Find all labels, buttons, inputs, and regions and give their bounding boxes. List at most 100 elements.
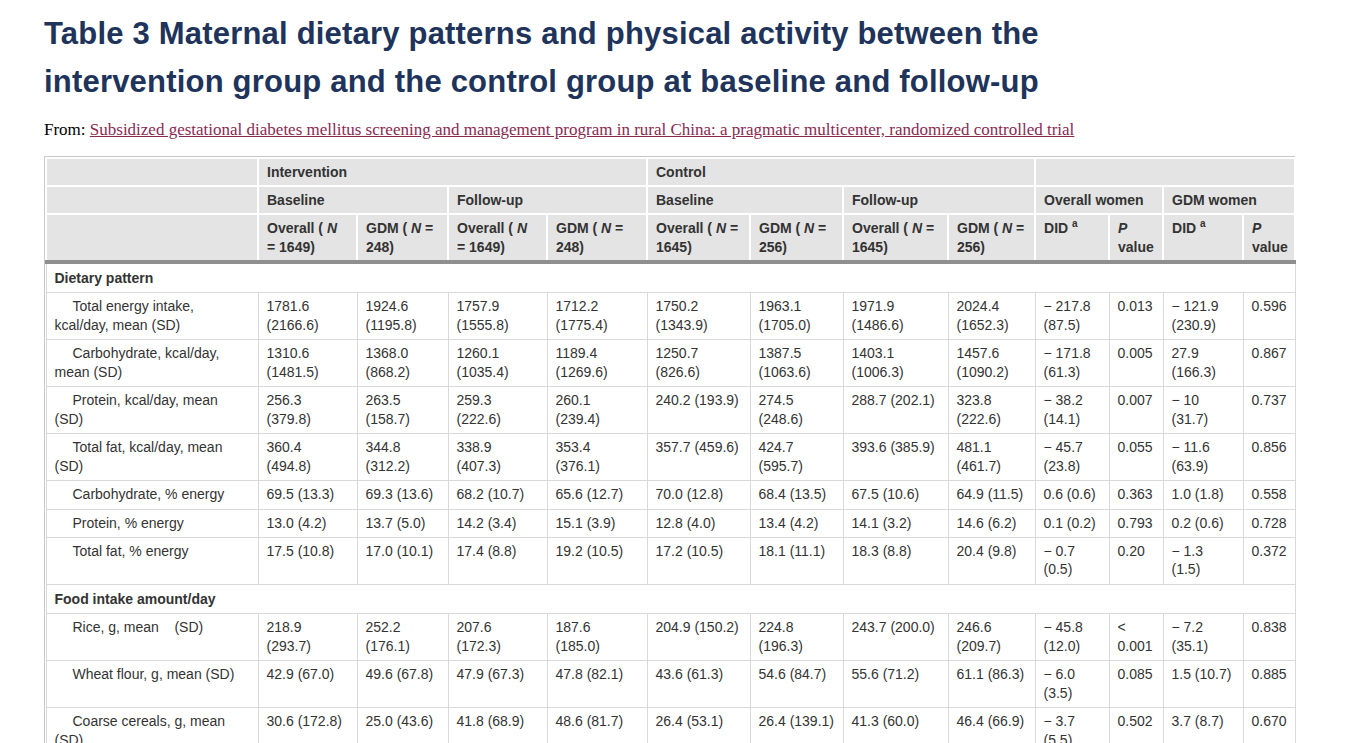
value-cell: 1.5 (10.7) — [1163, 661, 1243, 708]
value-cell: 0.013 — [1109, 293, 1163, 340]
value-cell: 54.6 (84.7) — [750, 661, 843, 708]
table-row: Carbohydrate, kcal/day, mean (SD)1310.6 … — [46, 340, 1295, 387]
value-cell: 13.7 (5.0) — [357, 509, 448, 537]
table-row: Total energy intake, kcal/day, mean (SD)… — [46, 293, 1295, 340]
value-cell: 47.8 (82.1) — [547, 661, 647, 708]
value-cell: 323.8 (222.6) — [948, 387, 1035, 434]
table-row: Protein, % energy13.0 (4.2)13.7 (5.0)14.… — [46, 509, 1295, 537]
value-cell: 1310.6 (1481.5) — [258, 340, 357, 387]
table-row: Carbohydrate, % energy69.5 (13.3)69.3 (1… — [46, 481, 1295, 509]
value-cell: 68.4 (13.5) — [750, 481, 843, 509]
value-cell: 41.8 (68.9) — [448, 708, 547, 743]
value-cell: 187.6 (185.0) — [547, 614, 647, 661]
subgroup-header-overall-women: Overall women — [1035, 186, 1163, 214]
row-label: Carbohydrate, % energy — [46, 481, 258, 509]
value-cell: 47.9 (67.3) — [448, 661, 547, 708]
value-cell: 18.3 (8.8) — [843, 538, 948, 585]
value-cell: 424.7 (595.7) — [750, 434, 843, 481]
value-cell: 14.1 (3.2) — [843, 509, 948, 537]
value-cell: 26.4 (53.1) — [647, 708, 750, 743]
value-cell: 15.1 (3.9) — [547, 509, 647, 537]
row-label: Carbohydrate, kcal/day, mean (SD) — [46, 340, 258, 387]
value-cell: − 121.9 (230.9) — [1163, 293, 1243, 340]
table-row: Rice, g, mean (SD)218.9 (293.7)252.2 (17… — [46, 614, 1295, 661]
table-row: Coarse cereals, g, mean (SD)30.6 (172.8)… — [46, 708, 1295, 743]
row-label: Rice, g, mean (SD) — [46, 614, 258, 661]
value-cell: 204.9 (150.2) — [647, 614, 750, 661]
subgroup-header-baseline: Baseline — [258, 186, 448, 214]
value-cell: 243.7 (200.0) — [843, 614, 948, 661]
value-cell: − 7.2 (35.1) — [1163, 614, 1243, 661]
value-cell: 20.4 (9.8) — [948, 538, 1035, 585]
value-cell: 18.1 (11.1) — [750, 538, 843, 585]
value-cell: 49.6 (67.8) — [357, 661, 448, 708]
subgroup-header-followup: Follow-up — [843, 186, 1035, 214]
value-cell: 207.6 (172.3) — [448, 614, 547, 661]
value-cell: 46.4 (66.9) — [948, 708, 1035, 743]
value-cell: 0.055 — [1109, 434, 1163, 481]
value-cell: 68.2 (10.7) — [448, 481, 547, 509]
value-cell: − 45.7 (23.8) — [1035, 434, 1109, 481]
row-label: Wheat flour, g, mean (SD) — [46, 661, 258, 708]
value-cell: 1750.2 (1343.9) — [647, 293, 750, 340]
value-cell: − 171.8 (61.3) — [1035, 340, 1109, 387]
value-cell: 0.558 — [1243, 481, 1295, 509]
value-cell: 30.6 (172.8) — [258, 708, 357, 743]
subgroup-header-followup: Follow-up — [448, 186, 647, 214]
table-body: Dietary patternTotal energy intake, kcal… — [46, 262, 1295, 743]
header-group-row: Intervention Control — [46, 158, 1295, 186]
value-cell: 67.5 (10.6) — [843, 481, 948, 509]
value-cell: 17.4 (8.8) — [448, 538, 547, 585]
table-row: Dietary pattern — [46, 262, 1295, 293]
table-row: Food intake amount/day — [46, 584, 1295, 613]
value-cell: 353.4 (376.1) — [547, 434, 647, 481]
group-header-control: Control — [647, 158, 1035, 186]
row-label: Total fat, % energy — [46, 538, 258, 585]
value-cell: 357.7 (459.6) — [647, 434, 750, 481]
value-cell: 0.728 — [1243, 509, 1295, 537]
header-empty-cell — [46, 158, 258, 186]
source-article-link[interactable]: Subsidized gestational diabetes mellitus… — [90, 120, 1075, 139]
value-cell: − 0.7 (0.5) — [1035, 538, 1109, 585]
value-cell: 0.737 — [1243, 387, 1295, 434]
value-cell: 0.885 — [1243, 661, 1295, 708]
value-cell: − 38.2 (14.1) — [1035, 387, 1109, 434]
value-cell: 0.005 — [1109, 340, 1163, 387]
value-cell: 0.2 (0.6) — [1163, 509, 1243, 537]
value-cell: 64.9 (11.5) — [948, 481, 1035, 509]
column-header: GDM ( N = 256) — [750, 214, 843, 261]
value-cell: 17.0 (10.1) — [357, 538, 448, 585]
value-cell: 224.8 (196.3) — [750, 614, 843, 661]
value-cell: 12.8 (4.0) — [647, 509, 750, 537]
value-cell: 288.7 (202.1) — [843, 387, 948, 434]
value-cell: 0.793 — [1109, 509, 1163, 537]
value-cell: 260.1 (239.4) — [547, 387, 647, 434]
value-cell: 1387.5 (1063.6) — [750, 340, 843, 387]
value-cell: 25.0 (43.6) — [357, 708, 448, 743]
column-header: P value — [1109, 214, 1163, 261]
value-cell: 481.1 (461.7) — [948, 434, 1035, 481]
article-table-page: Table 3 Maternal dietary patterns and ph… — [0, 0, 1358, 743]
value-cell: 274.5 (248.6) — [750, 387, 843, 434]
value-cell: 0.372 — [1243, 538, 1295, 585]
value-cell: 3.7 (8.7) — [1163, 708, 1243, 743]
value-cell: 19.2 (10.5) — [547, 538, 647, 585]
value-cell: 2024.4 (1652.3) — [948, 293, 1035, 340]
value-cell: 13.0 (4.2) — [258, 509, 357, 537]
value-cell: 48.6 (81.7) — [547, 708, 647, 743]
value-cell: 1457.6 (1090.2) — [948, 340, 1035, 387]
value-cell: 1260.1 (1035.4) — [448, 340, 547, 387]
value-cell: − 217.8 (87.5) — [1035, 293, 1109, 340]
value-cell: 246.6 (209.7) — [948, 614, 1035, 661]
section-header: Dietary pattern — [46, 262, 1295, 293]
value-cell: 0.1 (0.2) — [1035, 509, 1109, 537]
value-cell: 0.670 — [1243, 708, 1295, 743]
column-header: Overall ( N = 1645) — [843, 214, 948, 261]
value-cell: < 0.001 — [1109, 614, 1163, 661]
value-cell: 1971.9 (1486.6) — [843, 293, 948, 340]
table-header: Intervention Control Baseline Follow-up … — [46, 158, 1295, 262]
column-header: GDM ( N = 248) — [547, 214, 647, 261]
header-empty-cell — [1035, 158, 1295, 186]
value-cell: 14.6 (6.2) — [948, 509, 1035, 537]
value-cell: 240.2 (193.9) — [647, 387, 750, 434]
